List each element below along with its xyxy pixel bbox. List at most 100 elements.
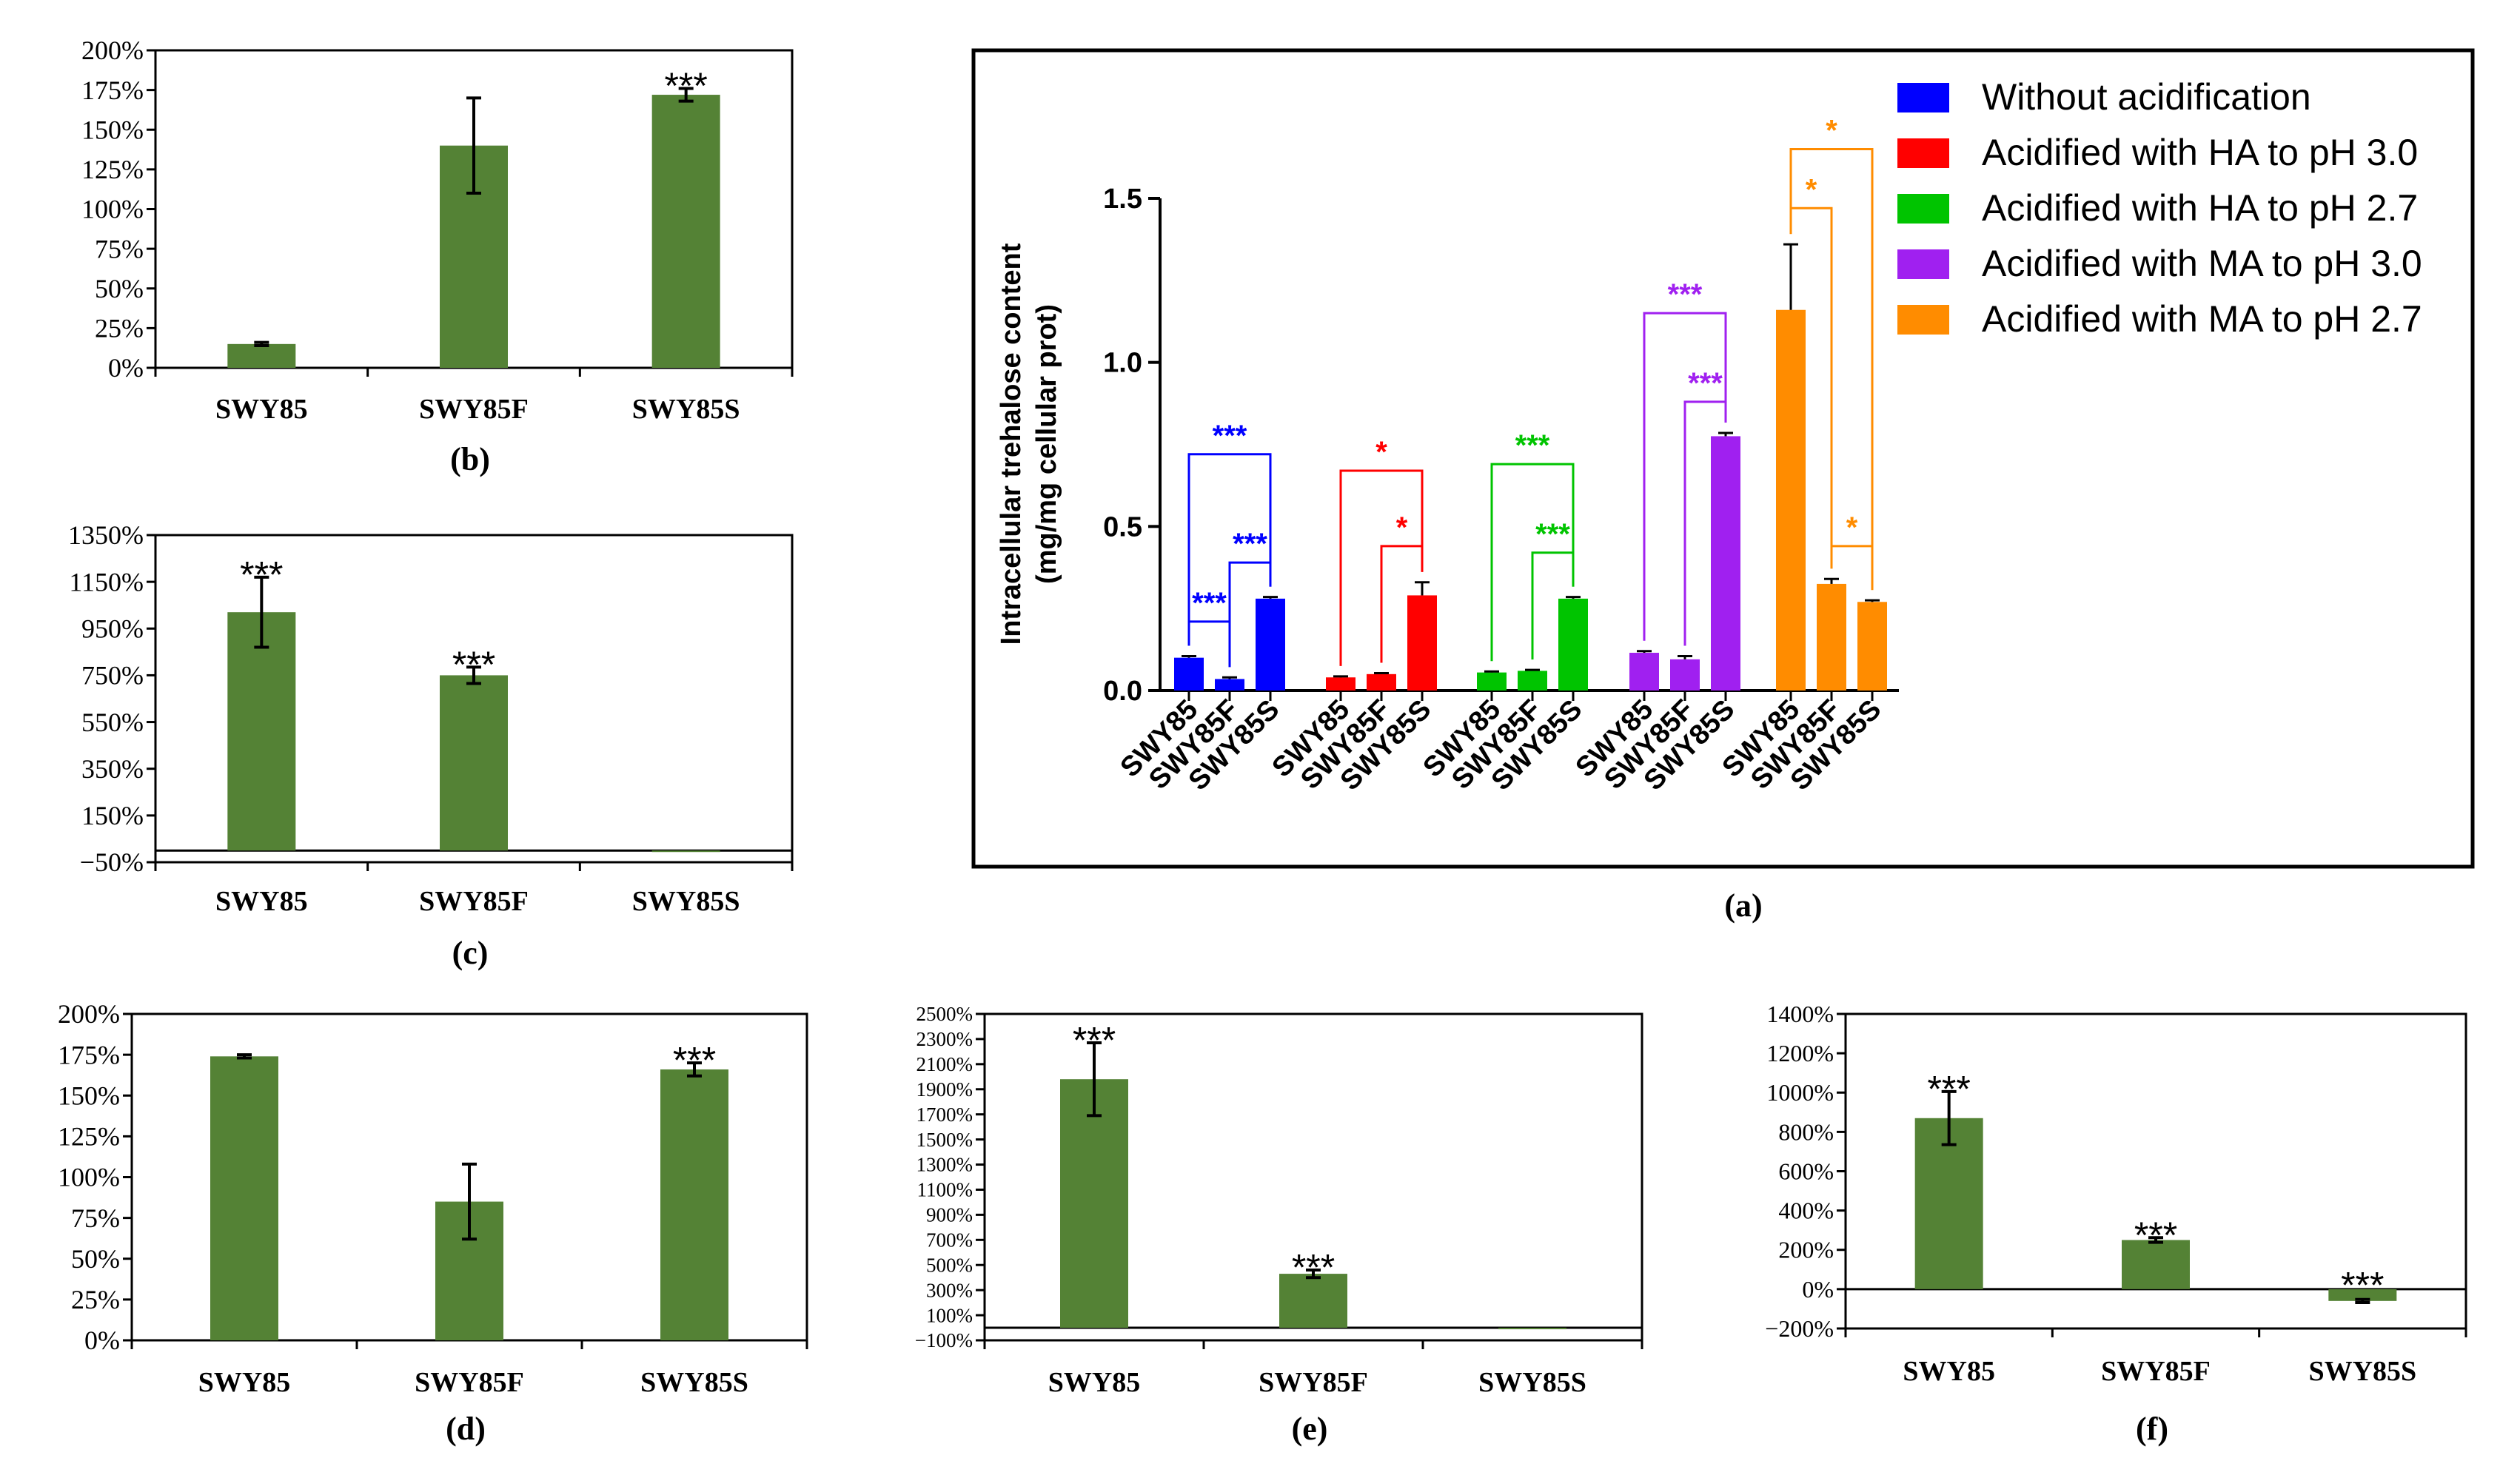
y-tick-label: 900% <box>926 1204 973 1226</box>
bar <box>1914 1118 1983 1289</box>
x-category-label: SWY85F <box>415 1367 524 1398</box>
significance-label: *** <box>2134 1215 2177 1256</box>
y-axis-label-line2: (mg/mg cellular prot) <box>1031 304 1062 584</box>
legend-entry: Acidified with HA to pH 3.0 <box>1982 132 2418 173</box>
significance-label: *** <box>2341 1264 2384 1306</box>
significance-label: * <box>1846 511 1858 544</box>
significance-bracket <box>1339 469 1424 666</box>
y-tick-label: 150% <box>81 115 144 144</box>
legend-entry: Acidified with MA to pH 3.0 <box>1982 243 2422 284</box>
significance-bracket <box>1380 545 1424 663</box>
bar <box>1407 595 1437 691</box>
significance-bracket <box>1187 620 1231 668</box>
bar <box>2328 1289 2397 1301</box>
y-tick-label: 1300% <box>916 1154 974 1176</box>
significance-label: * <box>1375 436 1387 468</box>
significance-label: *** <box>1515 429 1550 462</box>
panel-label: (c) <box>452 935 489 971</box>
legend: Without acidification Acidified with HA t… <box>1897 76 2422 340</box>
y-tick-label: 950% <box>81 614 144 644</box>
panel-b: 0% 25% 50% 75% 100% 125% 150% 175% 200% SWY85 SWY8… <box>81 36 794 477</box>
legend-swatch <box>1897 138 1949 168</box>
y-tick-label: 200% <box>1778 1237 1834 1263</box>
x-category-label: SWY85F <box>419 886 529 917</box>
y-tick-label: 100% <box>81 195 144 224</box>
significance-label: * <box>1806 173 1817 206</box>
significance-label: *** <box>664 65 707 107</box>
significance-bracket <box>1643 312 1727 641</box>
bar <box>1060 1079 1128 1328</box>
panel-label: (e) <box>1292 1411 1328 1447</box>
y-tick-label: 0% <box>108 353 144 383</box>
significance-bracket <box>1531 551 1575 660</box>
y-tick-label: 125% <box>81 155 144 184</box>
x-category-label: SWY85F <box>2101 1356 2211 1387</box>
significance-bracket <box>1187 453 1272 646</box>
bar <box>440 675 508 851</box>
bar <box>1477 672 1507 691</box>
significance-label: *** <box>240 554 283 595</box>
significance-label: *** <box>1213 420 1247 452</box>
plot-frame <box>154 534 794 864</box>
y-tick-label: 300% <box>926 1279 973 1301</box>
legend-swatch <box>1897 83 1949 112</box>
panel-c: −50% 150% 350% 550% 750% 950% 1150% 1350% *** SWY… <box>68 520 794 971</box>
significance-bracket <box>1683 400 1727 646</box>
y-tick-label: 1200% <box>1766 1040 1834 1066</box>
y-tick-label: −200% <box>1765 1315 1834 1342</box>
y-tick-label: 1500% <box>916 1129 974 1151</box>
panel-a: 0.0 0.5 1.0 1.5 Intracellular trehalose cont… <box>971 48 2475 924</box>
bar <box>1279 1274 1347 1328</box>
significance-label: *** <box>1233 528 1267 560</box>
legend-entry: Acidified with HA to pH 2.7 <box>1982 187 2418 229</box>
y-tick-label: −100% <box>915 1329 973 1351</box>
x-category-label: SWY85S <box>640 1367 748 1398</box>
y-tick-label: 0.0 <box>1103 676 1142 707</box>
y-tick-label: 50% <box>71 1244 120 1274</box>
bar <box>1629 653 1659 691</box>
bar <box>1256 598 1285 691</box>
y-tick-label: 2100% <box>916 1053 974 1075</box>
bar <box>1367 673 1396 691</box>
plot-frame <box>983 1012 1643 1342</box>
x-category-label: SWY85S <box>632 394 740 425</box>
y-tick-label: 75% <box>95 234 144 263</box>
significance-label: *** <box>1535 518 1570 551</box>
significance-label: *** <box>1668 278 1703 311</box>
legend-swatch <box>1897 249 1949 279</box>
y-tick-label: 100% <box>58 1163 120 1192</box>
y-tick-label: 1150% <box>69 567 144 597</box>
significance-bracket <box>1789 206 1833 569</box>
bar <box>1711 436 1740 691</box>
bar <box>210 1056 278 1340</box>
bar <box>2122 1240 2190 1289</box>
panel-a-frame <box>971 48 2475 869</box>
y-tick-label: 1.5 <box>1103 184 1142 215</box>
y-tick-label: 150% <box>81 801 144 830</box>
bar <box>651 95 720 368</box>
bar <box>1817 583 1846 691</box>
x-category-label: SWY85F <box>419 394 529 425</box>
y-tick-label: 0.5 <box>1103 511 1142 542</box>
y-tick-label: −50% <box>80 847 144 877</box>
panel-d: 0% 25% 50% 75% 100% 125% 150% 175% 200% SWY85 SWY8… <box>58 999 808 1447</box>
significance-bracket <box>1228 561 1272 668</box>
significance-label: *** <box>452 644 495 685</box>
y-tick-label: 175% <box>81 75 144 105</box>
x-category-label: SWY85S <box>2308 1356 2416 1387</box>
y-tick-label: 75% <box>71 1203 120 1233</box>
legend-swatch <box>1897 194 1949 224</box>
y-axis-label-line1: Intracellular trehalose content <box>996 243 1027 645</box>
legend-swatch <box>1897 305 1949 335</box>
panel-label: (d) <box>446 1411 486 1447</box>
legend-entry: Without acidification <box>1982 76 2311 118</box>
x-category-label: SWY85 <box>215 394 308 425</box>
bar <box>1518 671 1547 691</box>
panel-label: (f) <box>2136 1411 2168 1447</box>
bar <box>660 1069 728 1340</box>
y-tick-label: 1350% <box>68 520 144 550</box>
significance-label: *** <box>1073 1020 1116 1061</box>
y-tick-label: 175% <box>58 1040 120 1069</box>
